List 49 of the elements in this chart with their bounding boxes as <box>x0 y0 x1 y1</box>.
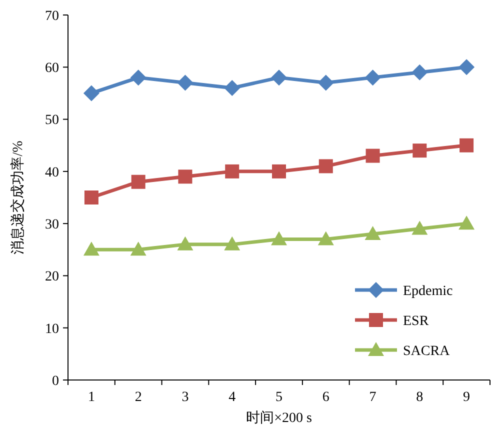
x-tick-label: 8 <box>416 390 424 405</box>
x-tick-label: 1 <box>88 390 95 405</box>
point <box>224 236 240 250</box>
point <box>364 70 381 86</box>
point <box>458 59 475 76</box>
x-tick-label: 6 <box>322 390 330 405</box>
x-tick-label: 4 <box>228 390 236 405</box>
legend-label: SACRA <box>403 344 451 359</box>
point <box>364 226 381 240</box>
point <box>224 80 240 96</box>
point <box>130 70 146 86</box>
point <box>131 174 146 189</box>
point <box>83 85 100 102</box>
point <box>318 74 334 91</box>
y-tick-label: 10 <box>45 322 59 337</box>
y-tick-label: 20 <box>45 270 59 285</box>
legend-label: Epdemic <box>403 284 453 299</box>
point <box>318 231 334 246</box>
x-tick-label: 2 <box>134 390 142 405</box>
y-axis-title: 消息递交成功率/% <box>10 140 26 254</box>
point <box>318 159 333 174</box>
point <box>84 190 98 204</box>
point <box>366 148 380 163</box>
y-tick-label: 60 <box>45 61 59 76</box>
x-tick-label: 5 <box>276 390 282 405</box>
y-tick-label: 50 <box>45 113 59 128</box>
legend-label: ESR <box>403 314 430 329</box>
point <box>225 164 240 178</box>
x-axis-title: 时间×200 s <box>246 410 312 426</box>
y-tick-label: 40 <box>45 165 59 180</box>
point <box>177 74 194 91</box>
point <box>130 242 146 256</box>
point <box>412 220 428 235</box>
point <box>460 138 474 152</box>
point <box>178 170 192 184</box>
x-tick-label: 3 <box>182 390 189 405</box>
y-tick-label: 0 <box>52 374 59 389</box>
point <box>271 231 287 246</box>
x-tick-label: 7 <box>369 390 376 405</box>
point <box>412 64 428 80</box>
point <box>412 144 427 158</box>
point <box>83 242 100 256</box>
point <box>271 70 287 86</box>
point <box>177 236 194 250</box>
point <box>272 164 286 178</box>
y-tick-label: 70 <box>45 8 59 24</box>
x-tick-label: 9 <box>463 390 470 405</box>
point <box>458 216 475 230</box>
y-tick-label: 30 <box>45 217 59 232</box>
